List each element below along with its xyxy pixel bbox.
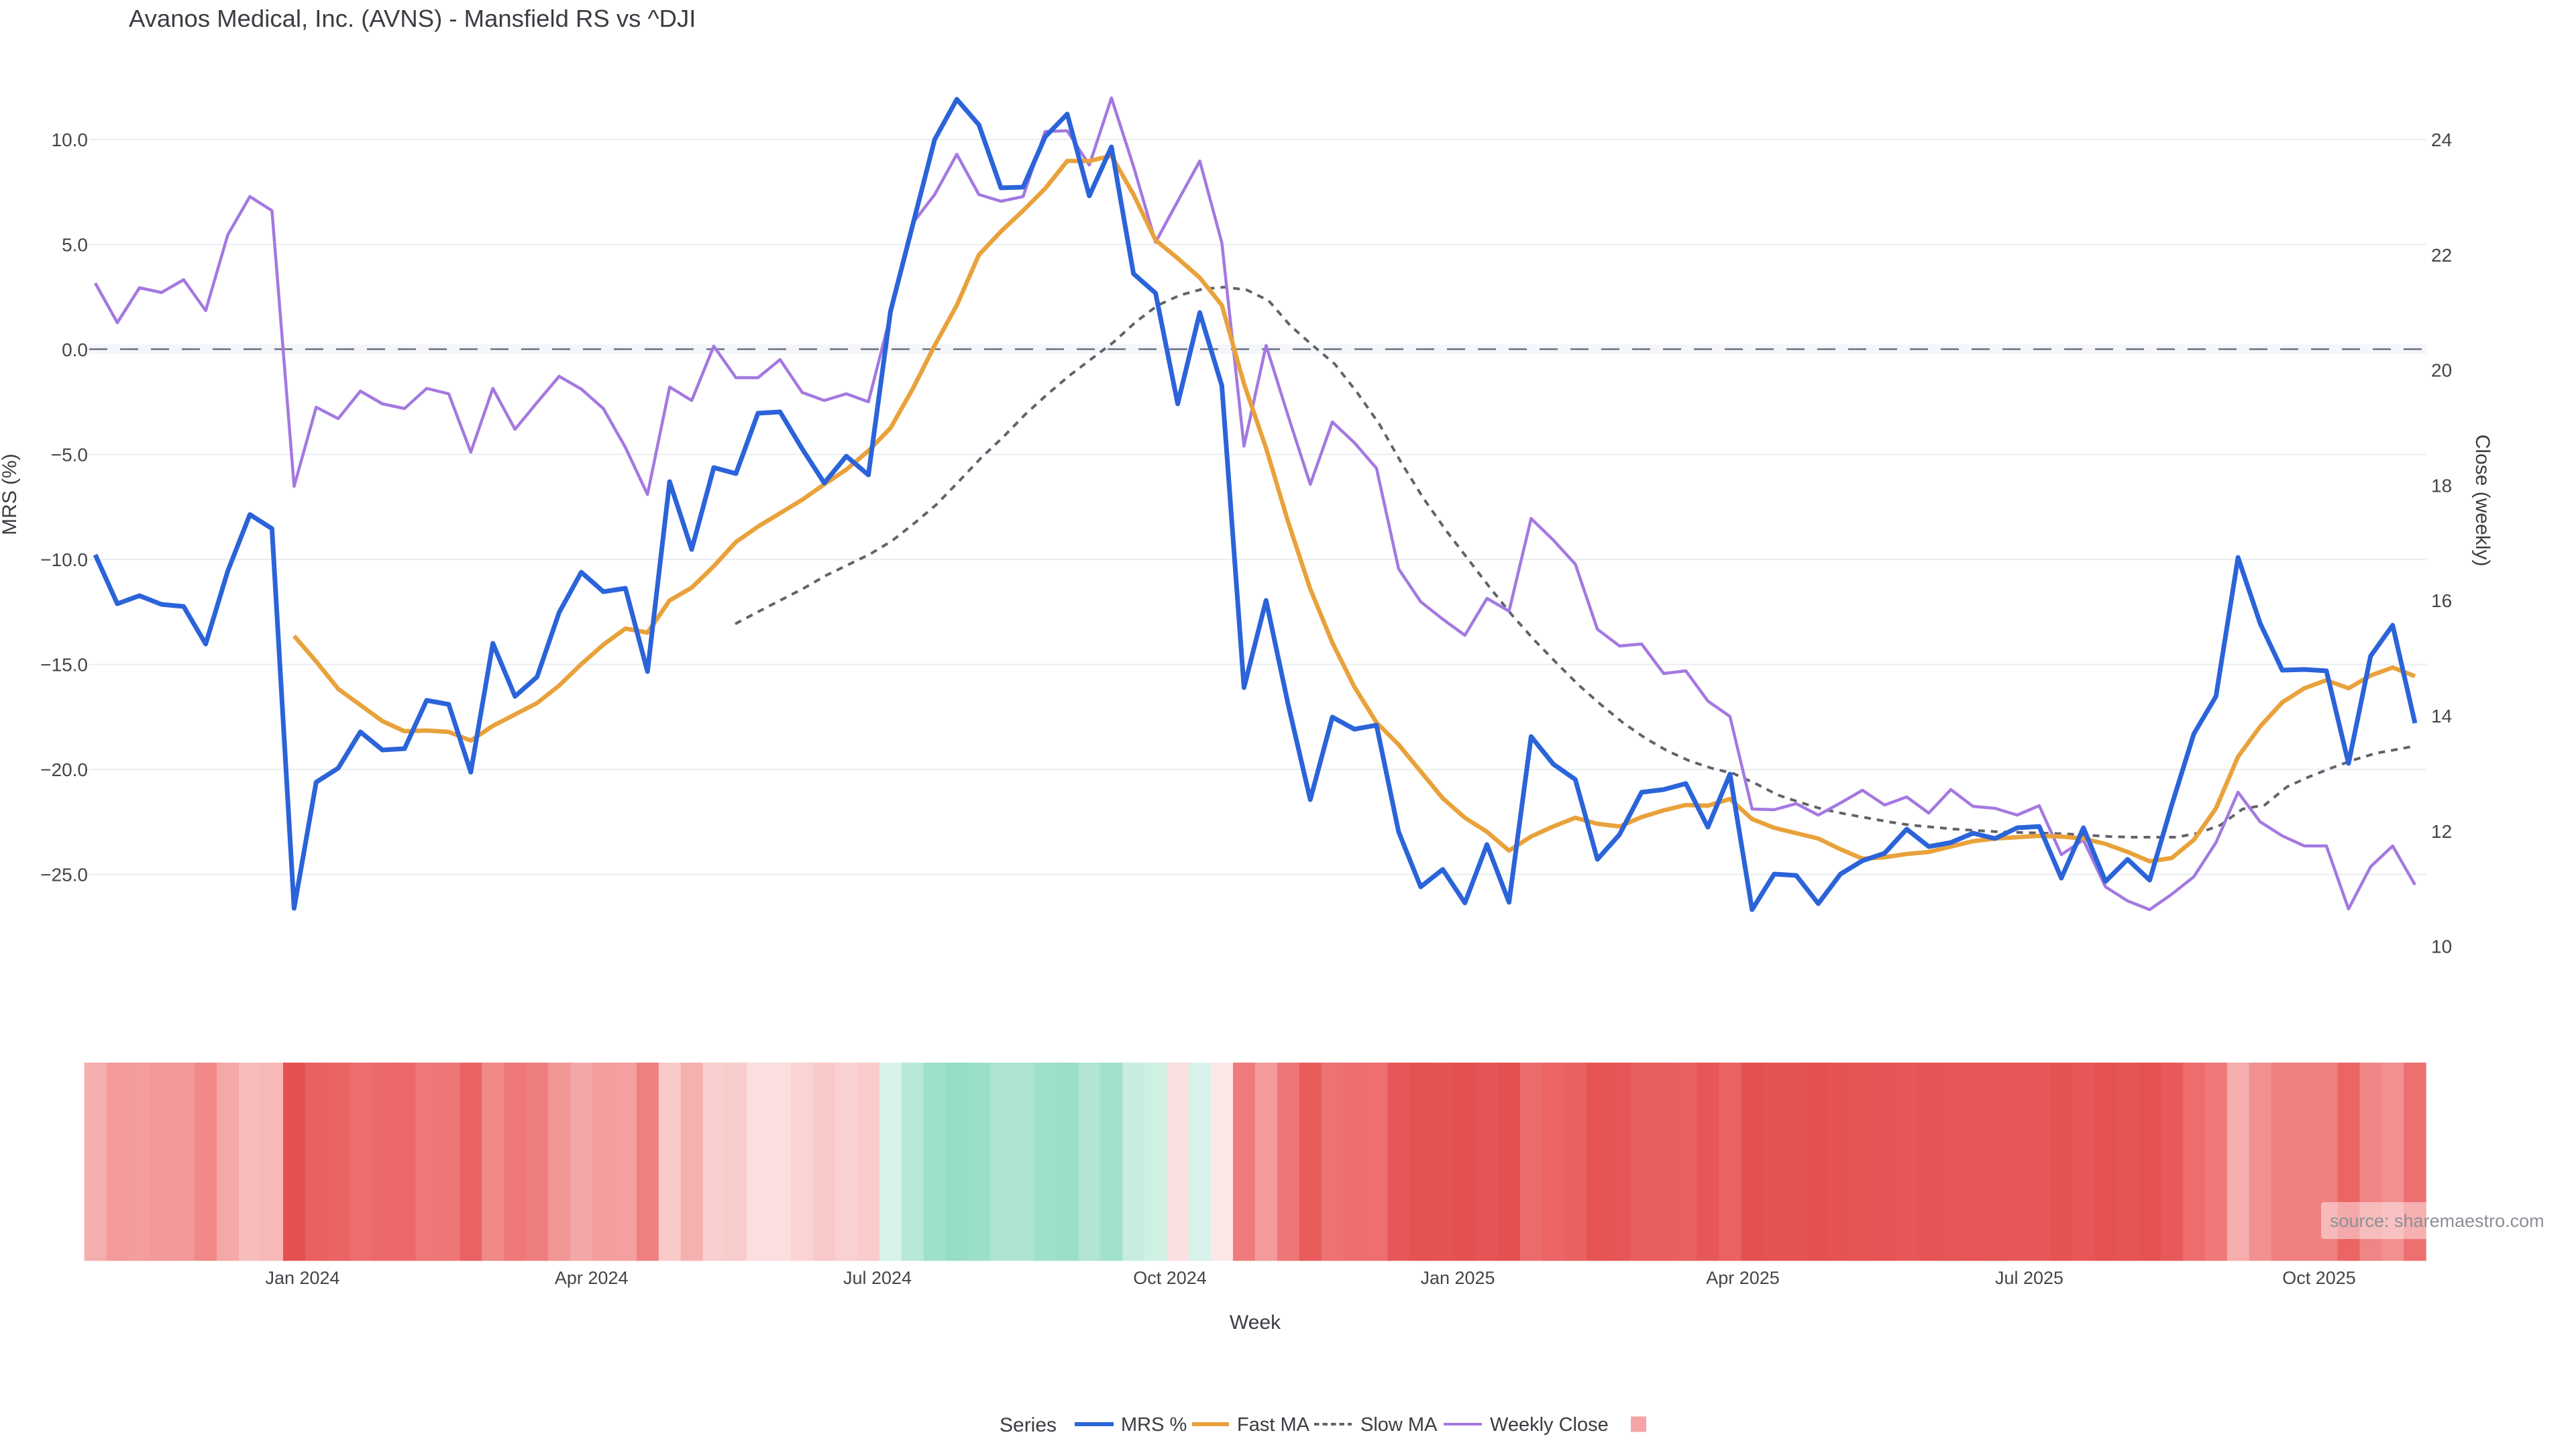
svg-text:20: 20 xyxy=(2431,360,2452,381)
svg-text:Close (weekly): Close (weekly) xyxy=(2471,435,2493,567)
svg-text:−20.0: −20.0 xyxy=(40,759,88,780)
svg-text:5.0: 5.0 xyxy=(62,235,88,256)
svg-text:16: 16 xyxy=(2431,590,2452,611)
svg-text:22: 22 xyxy=(2431,245,2452,266)
svg-text:−5.0: −5.0 xyxy=(51,445,88,466)
svg-text:Jan 2024: Jan 2024 xyxy=(265,1268,339,1288)
svg-text:Jul 2025: Jul 2025 xyxy=(1995,1268,2063,1288)
svg-text:10.0: 10.0 xyxy=(52,129,89,150)
svg-text:Oct 2024: Oct 2024 xyxy=(1133,1268,1207,1288)
svg-text:Apr 2024: Apr 2024 xyxy=(555,1268,629,1288)
svg-text:Slow MA: Slow MA xyxy=(1360,1414,1438,1436)
svg-text:24: 24 xyxy=(2431,129,2452,150)
svg-text:Oct 2025: Oct 2025 xyxy=(2282,1268,2356,1288)
svg-text:10: 10 xyxy=(2431,936,2452,957)
svg-text:Weekly Close: Weekly Close xyxy=(1490,1414,1609,1436)
svg-text:12: 12 xyxy=(2431,821,2452,842)
svg-text:14: 14 xyxy=(2431,706,2452,727)
svg-text:−15.0: −15.0 xyxy=(40,655,88,676)
svg-text:Series: Series xyxy=(1000,1414,1057,1436)
svg-text:Jan 2025: Jan 2025 xyxy=(1420,1268,1495,1288)
svg-text:MRS %: MRS % xyxy=(1121,1414,1187,1436)
svg-text:Apr 2025: Apr 2025 xyxy=(1706,1268,1780,1288)
svg-text:MRS (%): MRS (%) xyxy=(0,453,21,535)
svg-text:−25.0: −25.0 xyxy=(40,865,88,885)
svg-text:−10.0: −10.0 xyxy=(40,549,88,570)
svg-text:source: sharemaestro.com: source: sharemaestro.com xyxy=(2330,1211,2544,1231)
svg-text:Avanos Medical, Inc. (AVNS) -: Avanos Medical, Inc. (AVNS) - Mansfield … xyxy=(129,5,696,32)
svg-text:Week: Week xyxy=(1230,1311,1281,1334)
svg-text:0.0: 0.0 xyxy=(62,339,88,360)
svg-text:Jul 2024: Jul 2024 xyxy=(843,1268,912,1288)
svg-text:Fast MA: Fast MA xyxy=(1237,1414,1310,1436)
svg-text:18: 18 xyxy=(2431,475,2452,496)
